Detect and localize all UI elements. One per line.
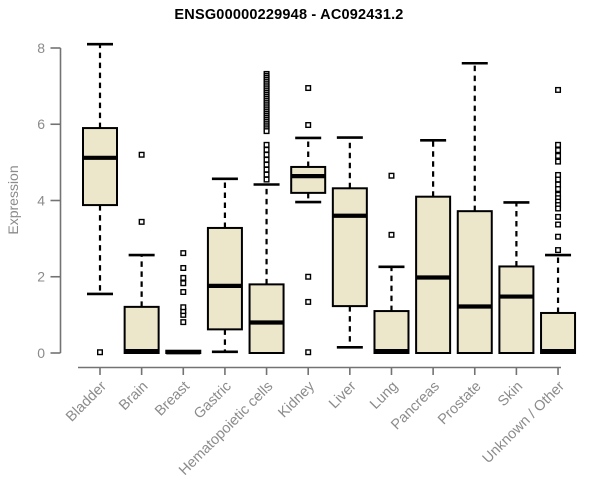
box-iqr (540, 311, 577, 354)
x-category-label-breast: Breast (152, 379, 193, 420)
outlier-point (180, 250, 187, 257)
boxplot-pancreas (415, 138, 452, 354)
outlier-point (263, 151, 270, 158)
outlier-point (555, 152, 562, 159)
outlier-point (263, 166, 270, 173)
boxplot-skin (498, 201, 535, 354)
boxplot-unknown-other (540, 86, 577, 354)
x-category-label-lung: Lung (367, 379, 401, 413)
box-iqr (415, 195, 452, 354)
outlier-point (555, 247, 562, 254)
outlier-point (263, 156, 270, 163)
outlier-point (555, 186, 562, 193)
outlier-point (555, 221, 562, 228)
outlier-point (138, 218, 145, 225)
outlier-point (180, 319, 187, 326)
boxplot-brain (123, 151, 160, 354)
outlier-point (138, 151, 145, 158)
outlier-point (263, 128, 270, 135)
box-iqr (206, 226, 243, 331)
boxplot-kidney (290, 85, 327, 356)
outlier-point (263, 176, 270, 183)
outlier-point (555, 158, 562, 165)
outlier-point (555, 205, 562, 212)
outlier-point (180, 264, 187, 271)
box-iqr (331, 187, 368, 308)
boxplot-prostate (456, 61, 493, 354)
boxplot-lung (373, 172, 410, 354)
boxplot-breast (165, 250, 202, 355)
y-tick-label: 8 (37, 40, 45, 56)
box-iqr (82, 127, 118, 207)
outlier-point (180, 304, 187, 311)
y-tick-label: 2 (37, 269, 45, 285)
outlier-point (305, 122, 312, 129)
outlier-point (305, 85, 312, 92)
outlier-point (388, 231, 395, 238)
outlier-point (263, 141, 270, 148)
boxplot-gastric (206, 177, 243, 354)
outlier-point (555, 176, 562, 183)
y-tick-label: 6 (37, 116, 45, 132)
outlier-point (388, 172, 395, 179)
outlier-point (263, 171, 270, 178)
box-iqr (123, 305, 160, 354)
y-tick-label: 0 (37, 345, 45, 361)
outlier-point (555, 147, 562, 154)
outlier-point (555, 213, 562, 220)
x-category-label-bladder: Bladder (63, 378, 110, 425)
box-iqr (373, 310, 410, 354)
boxplot-bladder (82, 42, 118, 356)
boxplot-liver (331, 136, 368, 349)
outlier-point (305, 298, 312, 305)
chart-title: ENSG00000229948 - AC092431.2 (174, 7, 404, 23)
box-iqr (456, 210, 493, 354)
outlier-point (180, 289, 187, 296)
outlier-point (180, 274, 187, 281)
outlier-point (555, 86, 562, 93)
outlier-point (305, 349, 312, 356)
x-category-label-brain: Brain (116, 379, 151, 414)
box-iqr (248, 283, 285, 354)
outlier-point (555, 233, 562, 240)
box-iqr (290, 165, 327, 194)
x-category-label-skin: Skin (495, 379, 526, 410)
y-tick-label: 4 (37, 192, 45, 208)
x-category-label-liver: Liver (326, 378, 360, 412)
outlier-point (555, 141, 562, 148)
outlier-point (263, 161, 270, 168)
outlier-point (180, 280, 187, 287)
box-iqr (498, 265, 535, 354)
boxplot-hematopoietic-cells (248, 70, 285, 354)
x-category-label-kidney: Kidney (275, 378, 318, 421)
outlier-point (305, 273, 312, 280)
y-axis-label: Expression (5, 165, 21, 234)
outlier-point (96, 349, 103, 356)
outlier-point (263, 146, 270, 153)
x-category-label-prostate: Prostate (435, 379, 484, 428)
